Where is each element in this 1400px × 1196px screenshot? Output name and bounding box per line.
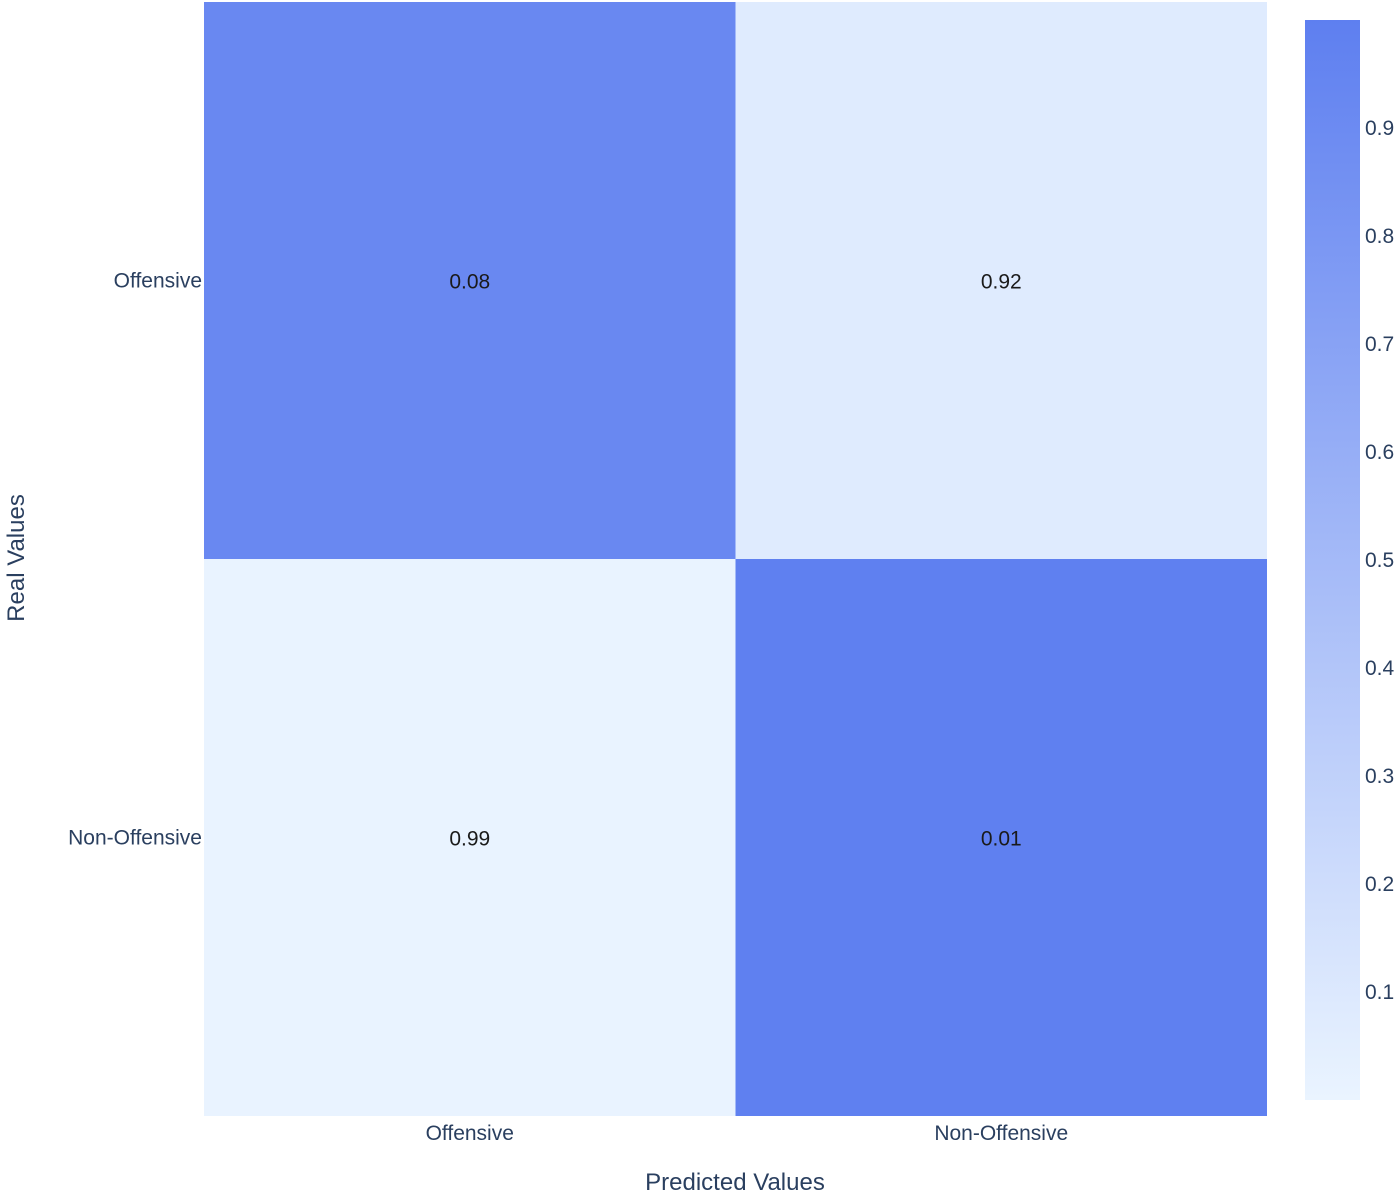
colorbar-tick-label: 0.5 (1365, 549, 1394, 572)
heatmap-cell (204, 2, 736, 559)
colorbar-tick-label: 0.3 (1365, 765, 1394, 788)
heatmap-cell (735, 2, 1267, 559)
x-axis-tick-labels: Offensive Non-Offensive (426, 1122, 1069, 1145)
heatmap-cells (204, 2, 1267, 1116)
y-axis-title: Real Values (3, 494, 30, 622)
heatmap-cell-label: 0.99 (449, 828, 490, 851)
colorbar-tick-label: 0.8 (1365, 225, 1394, 248)
colorbar-tick-label: 0.9 (1365, 117, 1394, 140)
colorbar-tick-label: 0.6 (1365, 441, 1394, 464)
heatmap-cell-label: 0.08 (449, 271, 490, 294)
heatmap-cell-labels: 0.08 0.92 0.99 0.01 (449, 271, 1021, 851)
y-axis-tick-labels: Offensive Non-Offensive (68, 270, 202, 850)
y-tick-label: Offensive (114, 270, 202, 293)
heatmap-cell-label: 0.92 (981, 271, 1022, 294)
colorbar-tick-label: 0.4 (1365, 657, 1395, 680)
heatmap-cell (204, 559, 736, 1116)
heatmap-cell-label: 0.01 (981, 828, 1022, 851)
colorbar-tick-label: 0.2 (1365, 873, 1394, 896)
heatmap-cell (735, 559, 1267, 1116)
colorbar-tick-label: 0.1 (1365, 981, 1394, 1004)
x-axis-title: Predicted Values (645, 1169, 825, 1196)
colorbar-tick-labels: 0.1 0.2 0.3 0.4 0.5 0.6 0.7 0.8 0.9 (1365, 117, 1395, 1004)
colorbar-tick-label: 0.7 (1365, 333, 1394, 356)
colorbar (1305, 20, 1360, 1100)
y-tick-label: Non-Offensive (68, 827, 202, 850)
x-tick-label: Non-Offensive (934, 1122, 1068, 1145)
x-tick-label: Offensive (426, 1122, 514, 1145)
